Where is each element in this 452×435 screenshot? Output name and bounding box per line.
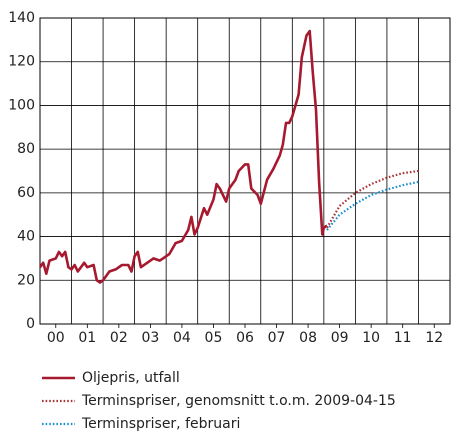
x-tick-label: 00	[47, 330, 65, 346]
x-tick-label: 07	[268, 330, 286, 346]
y-tick-label: 100	[8, 97, 35, 113]
x-tick-label: 05	[205, 330, 223, 346]
series-line	[326, 180, 419, 231]
x-tick-label: 10	[362, 330, 380, 346]
x-tick-label: 06	[236, 330, 254, 346]
x-tick-label: 09	[331, 330, 349, 346]
y-tick-label: 0	[26, 316, 35, 332]
plot-frame	[39, 17, 451, 325]
y-tick-label: 40	[17, 229, 35, 245]
series-line	[326, 169, 419, 229]
legend-label: Terminspriser, februari	[81, 416, 240, 432]
x-tick-label: 02	[110, 330, 128, 346]
x-tick-label: 11	[394, 330, 412, 346]
y-tick-label: 60	[17, 185, 35, 201]
y-tick-label: 20	[17, 272, 35, 288]
legend-label: Oljepris, utfall	[82, 370, 180, 386]
y-tick-label: 140	[8, 10, 35, 26]
x-tick-label: 12	[425, 330, 443, 346]
y-tick-label: 80	[17, 141, 35, 157]
series-line	[38, 29, 328, 284]
x-tick-label: 04	[173, 330, 191, 346]
x-tick-label: 03	[141, 330, 159, 346]
x-tick-label: 08	[299, 330, 317, 346]
legend-label: Terminspriser, genomsnitt t.o.m. 2009-04…	[81, 393, 396, 409]
x-tick-label: 01	[78, 330, 96, 346]
y-tick-label: 120	[8, 54, 35, 70]
